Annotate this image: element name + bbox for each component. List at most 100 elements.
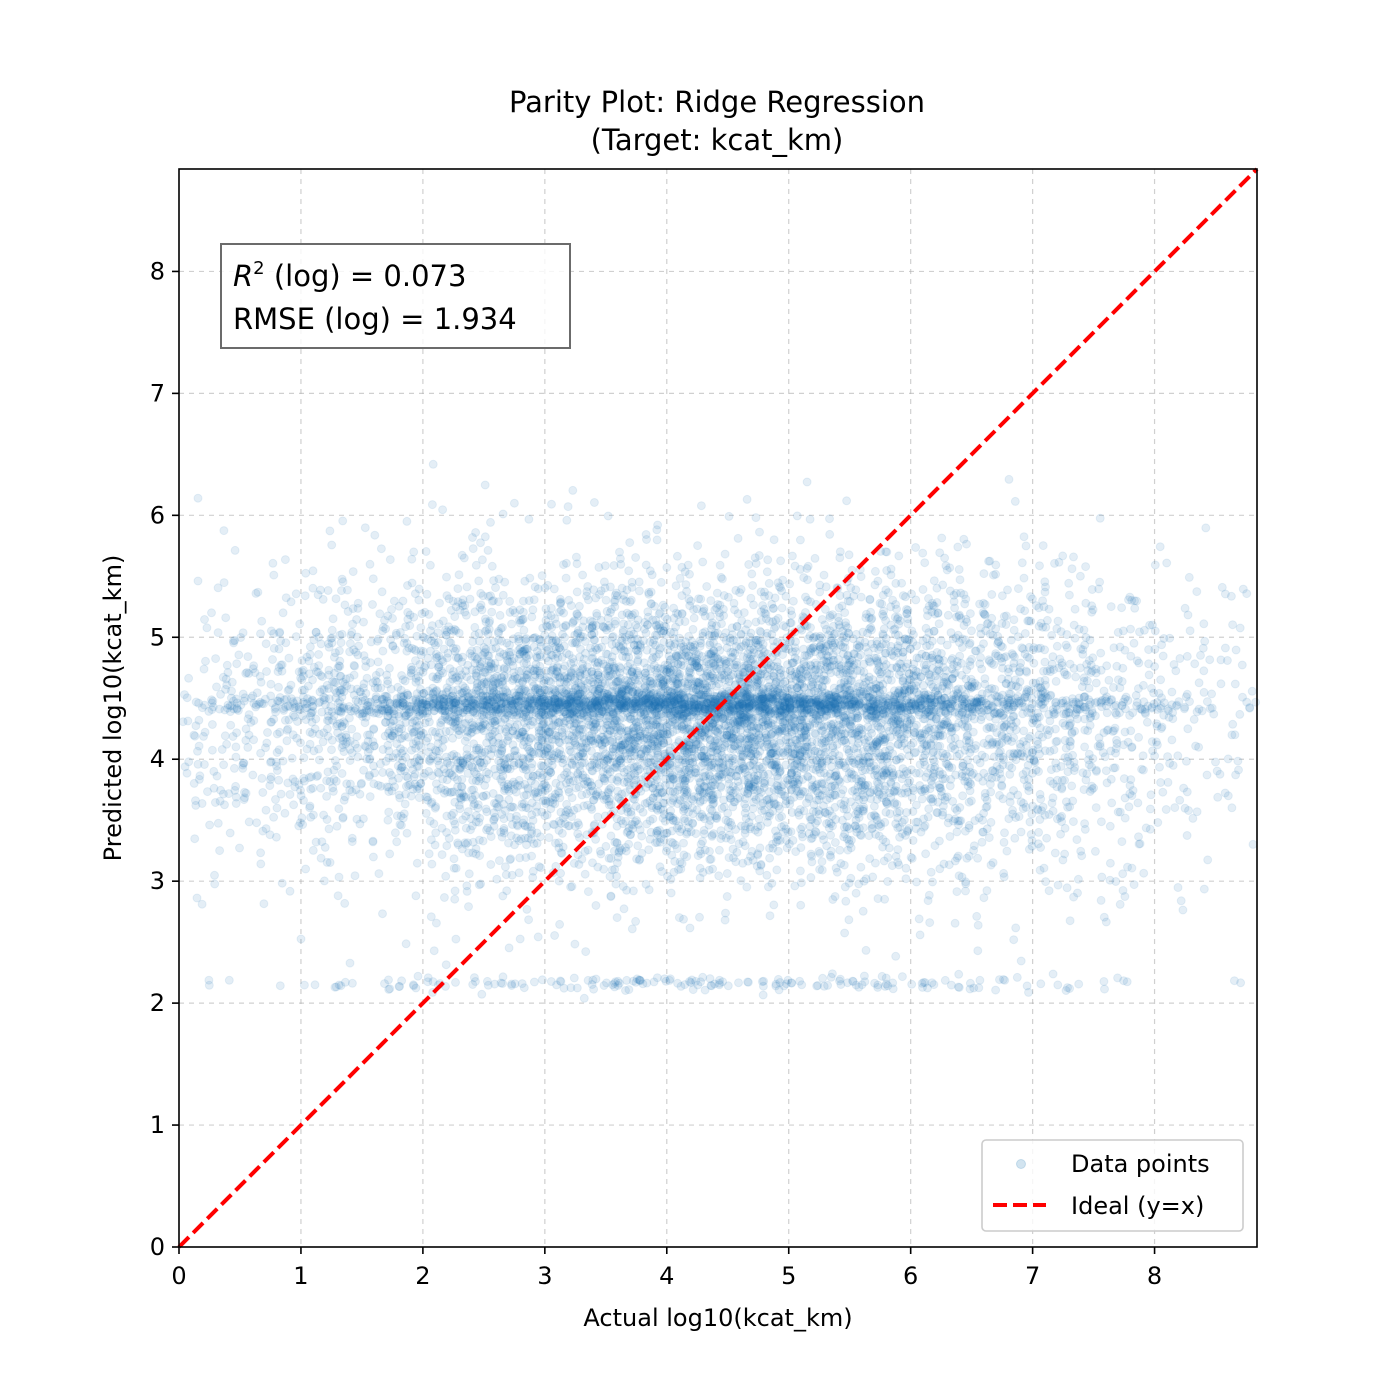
data-point <box>1002 846 1012 856</box>
data-point <box>769 900 779 910</box>
data-point <box>1029 715 1039 725</box>
data-point <box>772 865 782 875</box>
data-point <box>734 674 744 684</box>
data-point <box>1101 766 1111 776</box>
data-point <box>470 630 480 640</box>
data-point <box>453 584 463 594</box>
data-point <box>666 888 676 898</box>
data-point <box>857 773 867 783</box>
data-point <box>611 588 621 598</box>
data-point <box>974 813 984 823</box>
data-point <box>1090 846 1100 856</box>
data-point <box>786 674 796 683</box>
data-point <box>626 829 635 839</box>
data-point <box>813 683 823 693</box>
data-point <box>572 983 582 993</box>
data-point <box>935 864 945 874</box>
data-point <box>266 626 276 636</box>
data-point <box>611 879 621 889</box>
data-point <box>352 743 362 753</box>
data-point <box>261 639 271 649</box>
data-point <box>678 773 688 783</box>
data-point <box>869 801 879 811</box>
data-point <box>1212 766 1222 776</box>
data-point <box>748 581 758 590</box>
data-point <box>929 576 939 586</box>
data-point <box>479 696 489 706</box>
data-point <box>368 574 378 584</box>
data-point <box>212 682 221 692</box>
data-point <box>269 570 279 580</box>
data-point <box>900 788 910 798</box>
data-point <box>257 773 267 783</box>
data-point <box>1053 616 1063 626</box>
data-point <box>201 656 210 666</box>
data-point <box>708 700 718 710</box>
data-point <box>851 701 861 710</box>
data-point <box>1233 756 1243 766</box>
data-point <box>454 570 464 580</box>
data-point <box>543 622 552 632</box>
data-point <box>1014 812 1024 821</box>
data-point <box>269 812 279 822</box>
data-point <box>477 702 487 712</box>
data-point <box>308 845 318 855</box>
data-point <box>464 902 473 912</box>
data-point <box>381 624 391 634</box>
data-point <box>359 617 368 627</box>
data-point <box>746 732 756 742</box>
data-point <box>724 511 734 521</box>
data-point <box>338 516 348 526</box>
data-point <box>873 982 883 992</box>
data-point <box>652 973 662 983</box>
data-point <box>705 974 715 984</box>
data-point <box>780 701 790 711</box>
data-point <box>591 901 601 910</box>
data-point <box>347 787 357 797</box>
data-point <box>952 827 962 837</box>
data-point <box>627 577 637 587</box>
data-point <box>649 730 659 740</box>
data-point <box>1107 798 1117 808</box>
data-point <box>410 757 420 767</box>
data-point <box>529 747 538 757</box>
data-point <box>593 812 603 822</box>
data-point <box>1199 666 1209 676</box>
data-point <box>977 707 987 717</box>
data-point <box>632 704 642 714</box>
data-point <box>579 993 589 1003</box>
data-point <box>1175 795 1185 805</box>
data-point <box>846 699 856 709</box>
data-point <box>928 877 937 887</box>
data-point <box>1016 827 1026 837</box>
data-point <box>908 836 918 845</box>
data-point <box>1158 651 1168 661</box>
data-point <box>829 683 839 693</box>
data-point <box>787 808 797 817</box>
data-point <box>889 651 899 661</box>
data-point <box>565 692 575 702</box>
data-point <box>671 581 681 591</box>
data-point <box>700 679 709 689</box>
data-point <box>795 805 805 814</box>
data-point <box>859 804 868 814</box>
data-point <box>726 744 736 754</box>
data-point <box>459 792 469 802</box>
data-point <box>236 700 246 710</box>
data-point <box>693 792 703 802</box>
data-point <box>464 869 474 879</box>
data-point <box>221 613 231 623</box>
data-point <box>943 610 953 620</box>
data-point <box>898 652 908 662</box>
data-point <box>306 772 316 782</box>
data-point <box>378 646 388 656</box>
data-point <box>1185 626 1195 636</box>
data-point <box>468 544 478 554</box>
data-point <box>813 701 823 711</box>
data-point <box>936 787 946 796</box>
data-point <box>698 795 708 805</box>
data-point <box>601 841 611 851</box>
data-point <box>840 928 850 938</box>
data-point <box>528 873 538 882</box>
data-point <box>986 860 996 870</box>
